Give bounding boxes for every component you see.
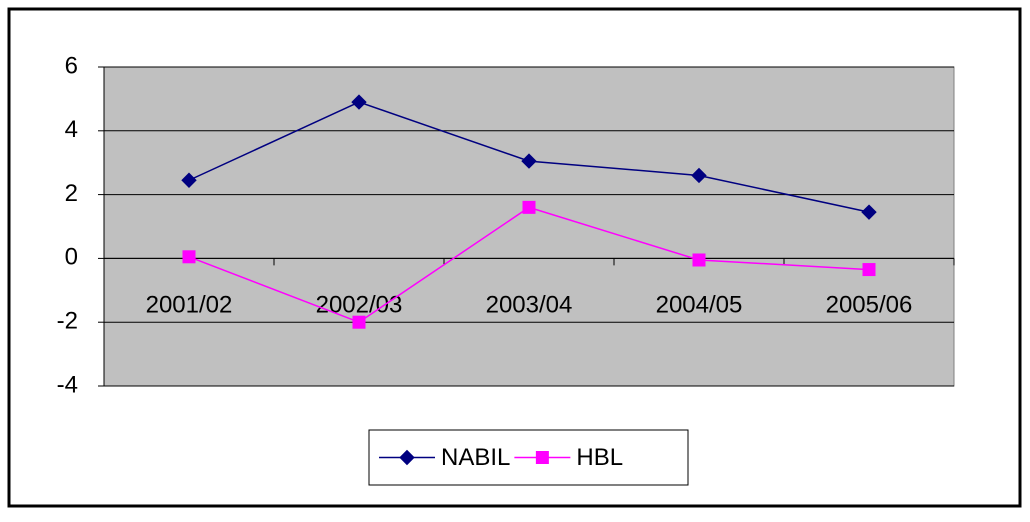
legend-label: NABIL xyxy=(441,444,510,471)
y-tick-label: 0 xyxy=(65,244,78,271)
data-point xyxy=(521,153,537,169)
data-point xyxy=(691,167,707,184)
legend-label: HBL xyxy=(576,444,623,471)
data-point xyxy=(351,94,367,110)
y-tick-label: 6 xyxy=(65,52,78,79)
y-tick-label: 4 xyxy=(65,116,78,143)
legend-marker xyxy=(535,451,549,464)
data-point xyxy=(861,204,877,220)
x-tick-label: 2005/06 xyxy=(826,292,913,319)
y-tick-label: -4 xyxy=(57,371,78,398)
data-point xyxy=(352,315,366,329)
plot-area xyxy=(103,66,955,387)
x-tick-label: 2001/02 xyxy=(146,292,233,319)
y-tick-label: 2 xyxy=(65,180,78,207)
legend-marker xyxy=(399,449,415,466)
x-tick-label: 2004/05 xyxy=(656,292,743,319)
data-point xyxy=(181,172,197,188)
x-tick-label: 2002/03 xyxy=(316,292,403,319)
x-tick-label: 2003/04 xyxy=(486,292,573,319)
data-point xyxy=(182,250,196,264)
y-tick-label: -2 xyxy=(57,308,78,335)
data-point xyxy=(522,200,536,214)
data-point xyxy=(862,263,876,277)
data-point xyxy=(692,253,706,267)
